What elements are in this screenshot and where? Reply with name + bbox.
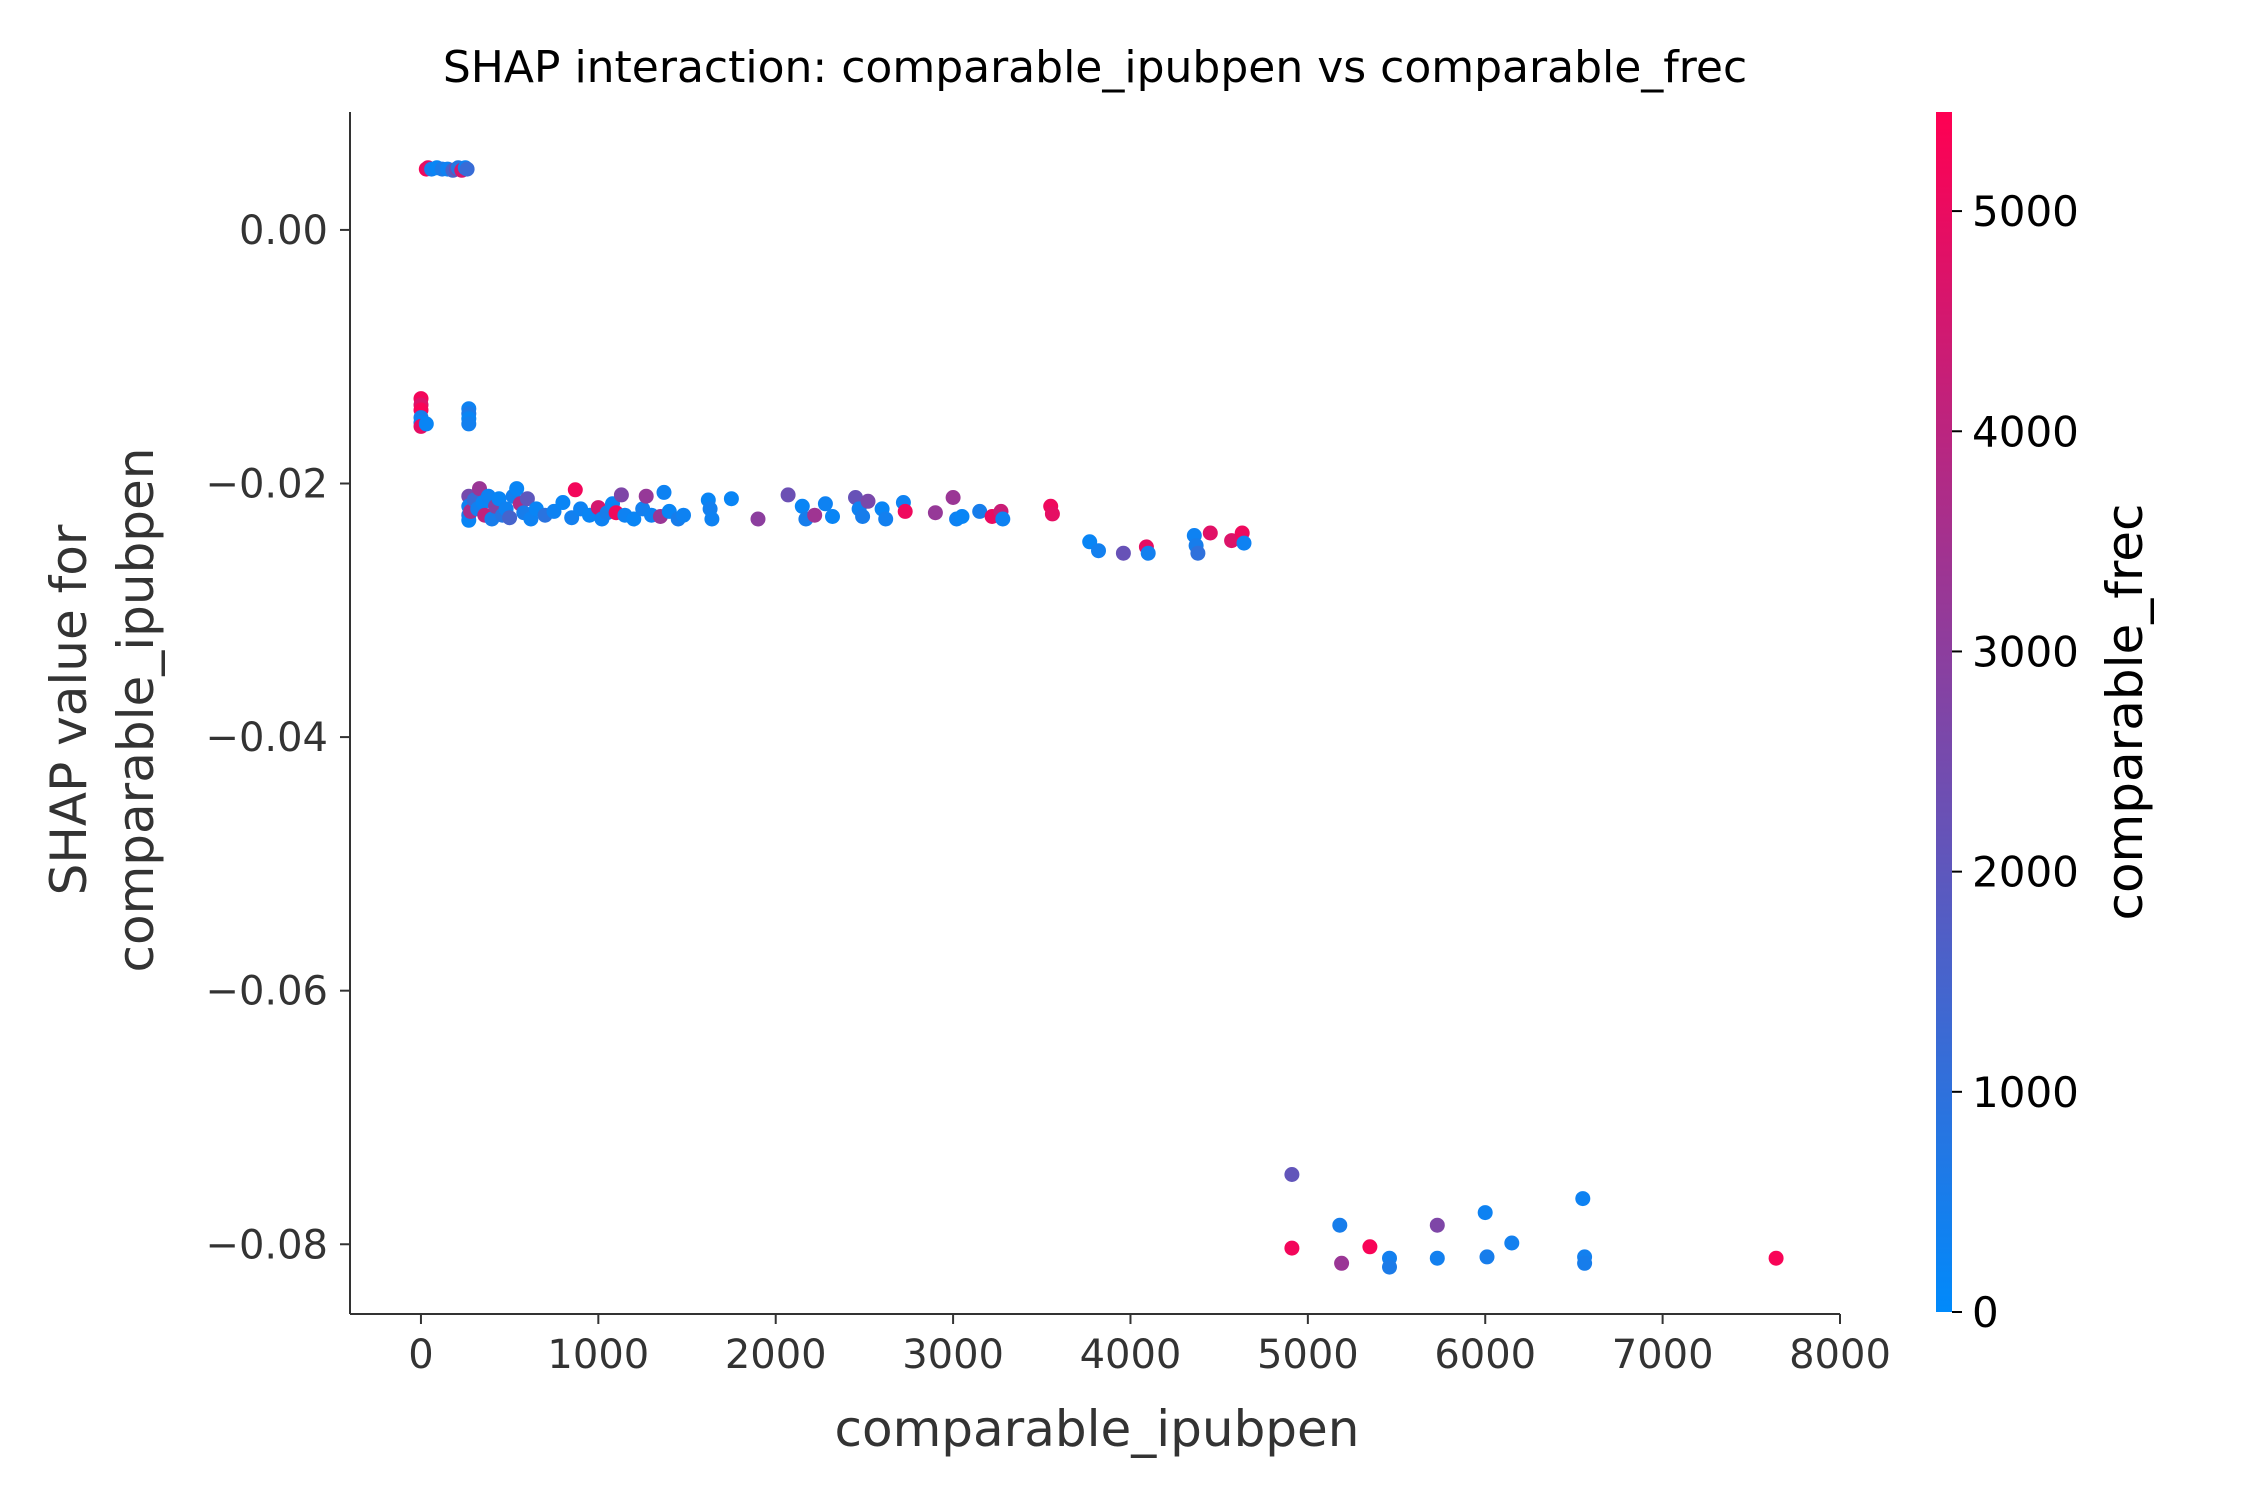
data-point-63 (638, 488, 654, 504)
data-point-59 (613, 487, 629, 503)
y-tick-label-1: −0.02 (205, 462, 328, 508)
data-point-44 (519, 491, 535, 507)
x-tick-label-8000: 8000 (1789, 1332, 1891, 1378)
data-point-113 (1332, 1217, 1348, 1233)
data-point-118 (1429, 1217, 1445, 1233)
x-tick-label-4000: 4000 (1080, 1332, 1182, 1378)
data-point-41 (509, 481, 525, 497)
colorbar-gradient (1936, 112, 1952, 1312)
colorbar-tick-label-4000: 4000 (1972, 407, 2079, 456)
data-point-112 (1284, 1240, 1300, 1256)
data-point-122 (1504, 1235, 1520, 1251)
data-point-88 (897, 503, 913, 519)
data-point-39 (502, 510, 518, 526)
data-point-86 (878, 511, 894, 527)
data-point-103 (1140, 545, 1156, 561)
data-point-81 (848, 490, 863, 505)
data-point-100 (1091, 543, 1106, 559)
y-axis-label-line-2: comparable_ipubpen (107, 448, 165, 973)
y-axis-label: SHAP value for comparable_ipubpen (40, 448, 165, 973)
data-point-79 (817, 496, 833, 512)
data-point-11 (459, 161, 475, 177)
data-point-126 (1768, 1250, 1784, 1266)
data-point-98 (1044, 506, 1060, 522)
data-point-119 (1429, 1250, 1445, 1266)
data-point-90 (945, 490, 961, 505)
data-point-72 (704, 511, 720, 527)
chart-title: SHAP interaction: comparable_ipubpen vs … (443, 42, 1747, 93)
data-point-74 (750, 511, 766, 527)
data-point-66 (656, 484, 672, 500)
data-point-125 (1577, 1255, 1593, 1271)
data-point-73 (723, 491, 739, 507)
colorbar-tick-label-5000: 5000 (1972, 187, 2079, 236)
scatter-points (413, 160, 1784, 1275)
plot-axes: 0 1000 2000 3000 4000 5000 6000 7000 8000 0.00 −0.… (205, 112, 1891, 1378)
data-point-117 (1382, 1259, 1397, 1275)
data-point-78 (807, 507, 823, 523)
y-tick-label-4: −0.08 (205, 1222, 328, 1268)
data-point-18 (418, 416, 434, 432)
x-axis-label: comparable_ipubpen (835, 1400, 1360, 1458)
y-tick-label-3: −0.06 (205, 969, 328, 1015)
data-point-89 (927, 505, 943, 521)
data-point-115 (1362, 1239, 1378, 1255)
data-point-80 (825, 509, 840, 524)
y-axis-label-line-1: SHAP value for (40, 524, 98, 895)
data-point-22 (461, 416, 477, 432)
colorbar-tick-label-2000: 2000 (1972, 848, 2079, 897)
data-point-83 (855, 509, 871, 524)
data-point-75 (780, 487, 796, 503)
x-tick-label-3000: 3000 (902, 1332, 1004, 1378)
colorbar: 0 1000 2000 3000 4000 5000 (1936, 112, 2079, 1337)
data-point-101 (1115, 545, 1131, 561)
data-point-93 (972, 503, 988, 519)
y-tick-label-2: −0.04 (205, 715, 328, 761)
data-point-96 (995, 511, 1011, 527)
data-point-123 (1575, 1191, 1591, 1207)
x-tick-label-6000: 6000 (1434, 1332, 1536, 1378)
data-point-106 (1190, 545, 1206, 561)
data-point-92 (954, 509, 970, 524)
data-point-49 (555, 495, 571, 510)
x-tick-label-0: 0 (408, 1332, 433, 1378)
data-point-108 (1224, 533, 1240, 549)
colorbar-label: comparable_frec (2096, 503, 2154, 920)
data-point-120 (1477, 1205, 1493, 1221)
data-point-110 (1236, 535, 1252, 551)
data-point-76 (794, 498, 810, 514)
data-point-61 (626, 511, 642, 527)
data-point-107 (1202, 525, 1218, 541)
data-point-84 (860, 493, 876, 509)
colorbar-tick-label-0: 0 (1972, 1288, 1999, 1337)
data-point-69 (676, 507, 691, 523)
x-tick-label-1000: 1000 (547, 1332, 649, 1378)
data-point-121 (1479, 1249, 1495, 1265)
x-tick-label-2000: 2000 (725, 1332, 827, 1378)
data-point-51 (567, 482, 583, 498)
x-tick-label-7000: 7000 (1612, 1332, 1714, 1378)
colorbar-tick-label-3000: 3000 (1972, 627, 2079, 676)
colorbar-tick-label-1000: 1000 (1972, 1068, 2079, 1117)
data-point-114 (1334, 1255, 1350, 1271)
data-point-111 (1284, 1167, 1300, 1182)
x-tick-label-5000: 5000 (1257, 1332, 1359, 1378)
y-tick-label-0: 0.00 (239, 208, 328, 254)
